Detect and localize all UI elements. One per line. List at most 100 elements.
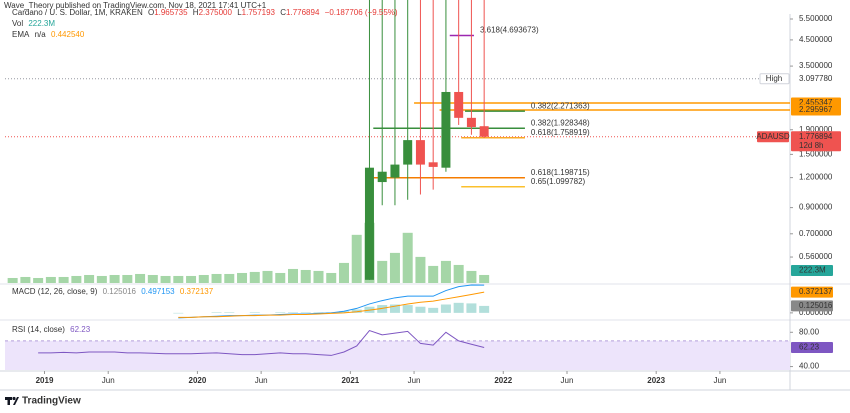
volume-bar [300, 269, 311, 283]
volume-bar [45, 276, 56, 283]
ema-value: 0.442540 [50, 30, 85, 39]
symbol-title: Cardano / U. S. Dollar, 1M, KRAKEN [12, 8, 143, 17]
volume-bar [262, 270, 273, 283]
brand-logo [5, 396, 19, 405]
volume-bar [249, 271, 260, 283]
volume-box [791, 264, 833, 276]
x-tick-label: 2021 [341, 376, 359, 385]
histogram-bar [224, 312, 235, 313]
high-value: 3.097780 [799, 74, 833, 83]
volume-bar [288, 268, 299, 283]
x-tick-label: Jun [561, 376, 574, 385]
volume-bar [237, 272, 248, 283]
histogram-bar [338, 311, 349, 313]
rsi-value: 62.23 [70, 325, 91, 334]
volume-bar [377, 260, 388, 283]
x-tick-label: 2022 [494, 376, 512, 385]
volume-value: 222.3M [28, 19, 56, 28]
fib-label: 0.65(1.099782) [531, 177, 586, 186]
x-tick-label: 2019 [36, 376, 54, 385]
ema-name: EMA [12, 30, 30, 39]
value-box-label: 0.125016 [799, 301, 833, 310]
price-line-label: 2.295967 [799, 105, 833, 114]
y-tick-label: 4.500000 [799, 35, 833, 44]
histogram-bar [377, 305, 388, 313]
legend-key: C [280, 8, 287, 17]
macd-value: 0.497153 [141, 287, 175, 296]
ema-legend: EMA n/a 0.442540 [12, 30, 87, 40]
histogram-bar [288, 312, 299, 313]
volume-bar [122, 274, 133, 283]
histogram-bar [415, 306, 426, 313]
volume-bar [415, 256, 426, 283]
histogram-bar [402, 305, 413, 313]
series-line [38, 329, 485, 356]
volume-bar [198, 274, 209, 283]
volume-bar [440, 260, 451, 283]
volume-bar [326, 272, 337, 283]
candle-body [403, 140, 413, 165]
brand: TradingView [22, 396, 81, 407]
candle-body [428, 162, 438, 167]
volume-bar [71, 275, 82, 283]
rsi-band [5, 340, 790, 370]
volume-bar [20, 276, 31, 283]
legend-key: O [147, 8, 155, 17]
fib-label: 3.618(4.693673) [480, 26, 539, 35]
volume-legend: Vol 222.3M [12, 19, 58, 29]
volume-bar [33, 277, 44, 283]
histogram-bar [351, 309, 362, 313]
histogram-bar [275, 312, 286, 313]
macd-title: MACD (12, 26, close, 9) [12, 287, 98, 296]
fib-label: 0.382(2.271363) [531, 101, 590, 110]
macd-hist-value: 0.125016 [102, 287, 136, 296]
legend-change: −0.187706 (−9.55%) [324, 8, 398, 17]
y-tick-label: 0.700000 [799, 229, 833, 238]
fib-label: 0.382(1.928348) [531, 118, 590, 127]
x-tick-label: 2020 [189, 376, 207, 385]
price-line-box [791, 104, 841, 116]
candle-body [466, 117, 476, 128]
histogram-bar [479, 305, 490, 313]
volume-bar [7, 277, 18, 283]
candle-body [454, 91, 464, 118]
y-tick-label: 1.500000 [799, 149, 833, 158]
histogram-bar [466, 303, 477, 313]
value-box-label: 0.372137 [799, 287, 833, 296]
histogram-bar [453, 302, 464, 313]
y-tick-label: 0.000000 [799, 308, 833, 317]
candle-body [479, 126, 489, 137]
x-tick-label: Jun [713, 376, 726, 385]
value-box [791, 300, 833, 312]
series-line [178, 291, 485, 318]
histogram-bar [249, 312, 260, 313]
candle-body [415, 140, 425, 165]
value-box [791, 286, 833, 298]
volume-bar [275, 272, 286, 283]
volume-bar [109, 274, 120, 283]
legend-key: H [192, 8, 199, 17]
rsi-title: RSI (14, close) [12, 325, 65, 334]
y-tick-label: 5.500000 [799, 14, 833, 23]
fib-label: 0.618(1.758919) [531, 128, 590, 137]
ema-input: n/a [34, 30, 46, 39]
volume-bar [211, 273, 222, 283]
x-tick-label: Jun [255, 376, 268, 385]
current-price: 1.776894 [799, 132, 833, 141]
histogram-bar [313, 312, 324, 313]
x-tick-label: Jun [408, 376, 421, 385]
rsi-legend: RSI (14, close) 62.23 [12, 325, 93, 335]
histogram-bar [389, 304, 400, 313]
volume-bar [402, 232, 413, 283]
legend-value: 2.375000 [198, 8, 232, 17]
volume-bar [58, 276, 69, 283]
symbol-label: ADAUSD [756, 132, 790, 141]
y-tick-label: 1.900000 [799, 125, 833, 134]
histogram-bar [211, 312, 222, 313]
volume-bar [453, 264, 464, 283]
x-tick-label: Jun [102, 376, 115, 385]
volume-bar [313, 270, 324, 283]
candle-body [377, 171, 387, 183]
